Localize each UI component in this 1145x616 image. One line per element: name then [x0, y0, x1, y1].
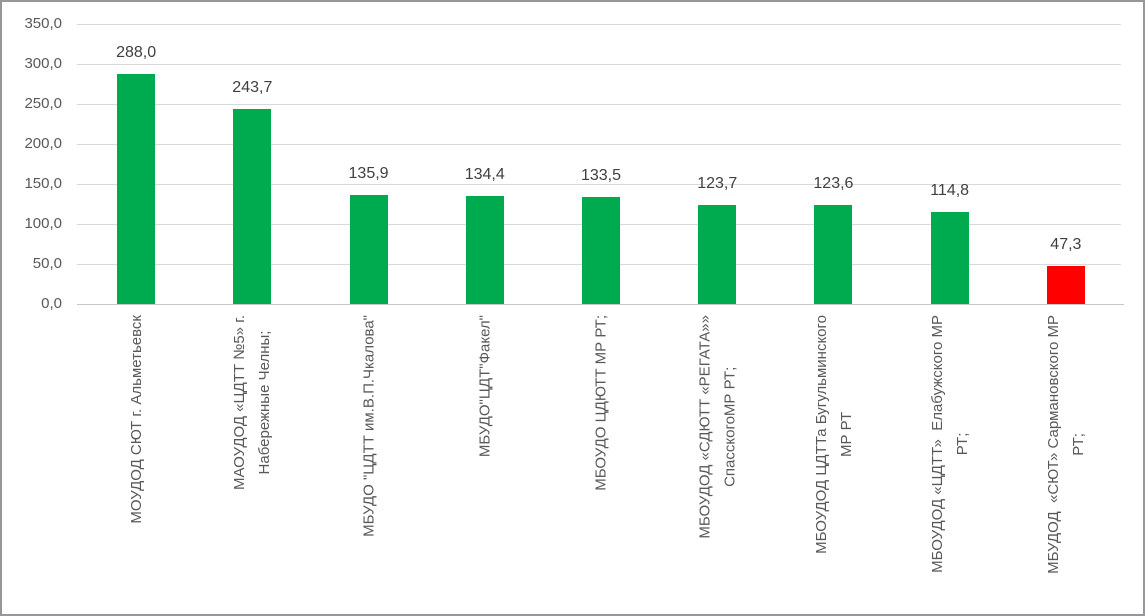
bar-value-label: 133,5 [580, 167, 622, 185]
bar [117, 73, 156, 304]
y-axis-tick-label: 250,0 [24, 95, 62, 112]
y-axis-tick-label: 150,0 [24, 175, 62, 192]
bar-value-label: 114,8 [930, 182, 970, 200]
gridline [77, 104, 1121, 105]
bar [349, 195, 388, 304]
category-axis-label: МАОУДОД «ЦДТТ №5» г. Набережные Челны; [231, 315, 274, 491]
bar-value-label: 123,7 [697, 175, 738, 193]
gridline [77, 184, 1121, 185]
category-axis-label: МБУДОД «СЮТ» Сармановского МР РТ; [1044, 315, 1087, 574]
bar-value-label: 134,4 [464, 166, 505, 184]
y-axis-tick-label: 300,0 [24, 55, 62, 72]
bar [814, 205, 853, 304]
bar [582, 197, 620, 304]
bar [233, 109, 272, 304]
category-axis-label: МБОУДОД ЦДТТа Бугульминского МР РТ [812, 315, 855, 554]
bar [1046, 266, 1085, 304]
category-axis-label: МБОУДО ЦДЮТТ МР РТ; [592, 315, 610, 491]
bar-value-label: 47,3 [1050, 236, 1082, 254]
category-axis-label: МБУДО"ЦДТ"Факел" [476, 315, 494, 458]
y-axis-tick-label: 350,0 [24, 15, 62, 32]
y-axis-tick-label: 100,0 [24, 215, 62, 232]
category-axis-label: МБОУДОД «СДЮТТ «РЕГАТА»» СпасскогоМР РТ; [696, 315, 739, 539]
bar-value-label: 288,0 [116, 43, 157, 61]
category-axis-label: МОУДОД СЮТ г. Альметьевск [127, 315, 145, 524]
y-axis-tick-label: 0,0 [41, 295, 62, 312]
category-axis-label: МБОУДОД «ЦДТТ» Елабужского МР РТ; [928, 315, 971, 573]
category-axis-label: МБУДО "ЦДТТ им.В.П.Чкалова" [360, 315, 378, 537]
y-axis-tick-label: 50,0 [32, 255, 62, 272]
x-axis-line [77, 304, 1124, 305]
bar-value-label: 243,7 [232, 79, 273, 97]
gridline [77, 144, 1121, 145]
bar [465, 196, 504, 304]
bar [930, 212, 969, 304]
bar [698, 205, 737, 304]
gridline [77, 24, 1121, 25]
gridline [77, 64, 1121, 65]
bar-value-label: 135,9 [348, 165, 389, 183]
bar-value-label: 123,6 [813, 175, 854, 193]
y-axis-tick-label: 200,0 [24, 135, 62, 152]
